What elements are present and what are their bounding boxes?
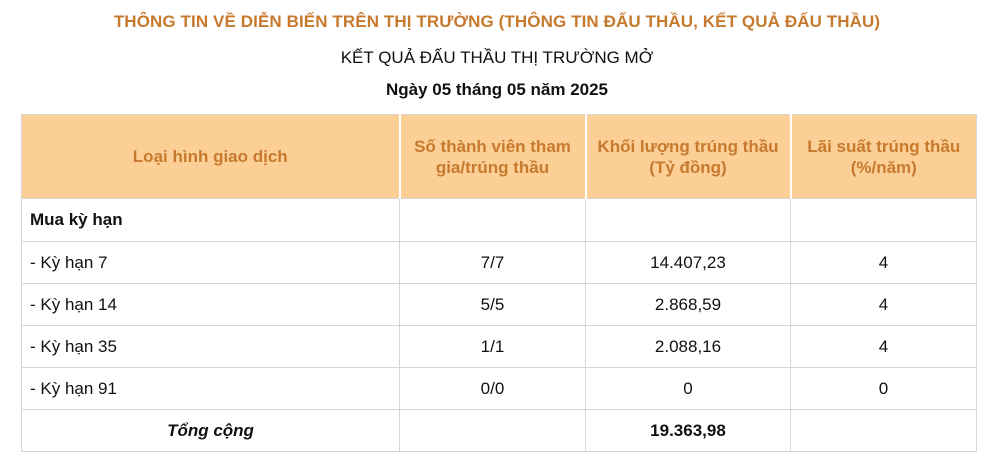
total-rate — [790, 409, 977, 452]
group-label: Mua kỳ hạn — [21, 198, 400, 242]
table-row: - Kỳ hạn 14 5/5 2.868,59 4 — [21, 283, 977, 326]
group-volume — [585, 198, 791, 242]
row-rate: 0 — [790, 367, 977, 410]
row-rate: 4 — [790, 241, 977, 284]
group-rate — [790, 198, 977, 242]
column-header-members: Số thành viên tham gia/trúng thầu — [399, 114, 587, 199]
row-label: - Kỳ hạn 91 — [21, 367, 400, 410]
group-members — [399, 198, 586, 242]
table-header-row: Loại hình giao dịch Số thành viên tham g… — [21, 114, 977, 199]
table-row: - Kỳ hạn 7 7/7 14.407,23 4 — [21, 241, 977, 284]
row-members: 0/0 — [399, 367, 586, 410]
column-header-rate: Lãi suất trúng thầu (%/năm) — [790, 114, 977, 199]
total-members — [399, 409, 586, 452]
page-subtitle: KẾT QUẢ ĐẤU THẦU THỊ TRƯỜNG MỞ — [340, 48, 654, 67]
table-row-group: Mua kỳ hạn — [21, 198, 977, 242]
total-volume: 19.363,98 — [585, 409, 791, 452]
table-row: - Kỳ hạn 35 1/1 2.088,16 4 — [21, 325, 977, 368]
row-members: 7/7 — [399, 241, 586, 284]
report-date: Ngày 05 tháng 05 năm 2025 — [385, 80, 609, 99]
row-members: 5/5 — [399, 283, 586, 326]
column-header-type: Loại hình giao dịch — [21, 114, 401, 199]
total-label: Tổng cộng — [21, 409, 400, 452]
row-rate: 4 — [790, 283, 977, 326]
auction-results-table: Loại hình giao dịch Số thành viên tham g… — [21, 114, 977, 452]
page-title: THÔNG TIN VỀ DIỄN BIẾN TRÊN THỊ TRƯỜNG (… — [113, 12, 881, 31]
row-rate: 4 — [790, 325, 977, 368]
row-label: - Kỳ hạn 7 — [21, 241, 400, 284]
row-volume: 2.868,59 — [585, 283, 791, 326]
row-volume: 0 — [585, 367, 791, 410]
row-volume: 14.407,23 — [585, 241, 791, 284]
column-header-volume: Khối lượng trúng thầu (Tỷ đồng) — [585, 114, 792, 199]
row-label: - Kỳ hạn 35 — [21, 325, 400, 368]
row-label: - Kỳ hạn 14 — [21, 283, 400, 326]
table-row: - Kỳ hạn 91 0/0 0 0 — [21, 367, 977, 410]
row-members: 1/1 — [399, 325, 586, 368]
row-volume: 2.088,16 — [585, 325, 791, 368]
table-row-total: Tổng cộng 19.363,98 — [21, 409, 977, 452]
